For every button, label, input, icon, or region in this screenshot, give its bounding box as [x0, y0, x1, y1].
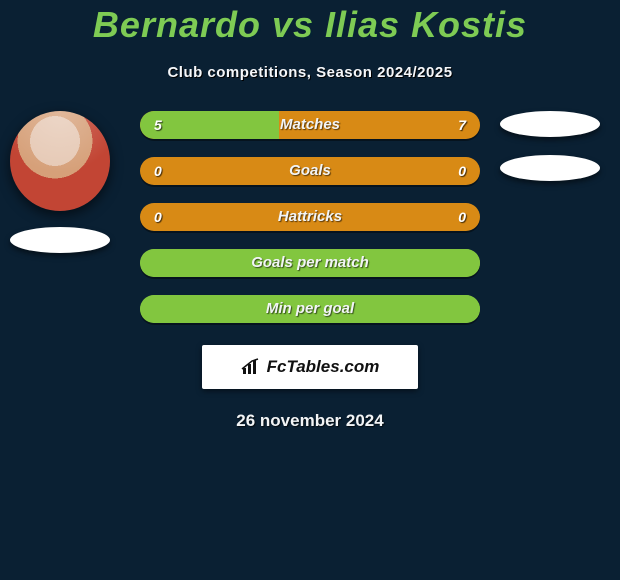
comparison-area: 57Matches 00Goals 00Hattricks Goals per mat… [0, 111, 620, 323]
player-right-badge-2 [500, 155, 600, 181]
bar-chart-icon [241, 358, 263, 376]
stat-bar: 00Goals [140, 157, 480, 185]
player-left-col [10, 111, 120, 253]
snapshot-date: 26 november 2024 [0, 411, 620, 431]
player-left-avatar [10, 111, 110, 211]
stat-label: Goals per match [140, 249, 480, 277]
stat-bars-container: 57Matches 00Goals 00Hattricks Goals per mat… [140, 111, 480, 323]
source-logo: FcTables.com [202, 345, 418, 389]
player-left-badge [10, 227, 110, 253]
stat-label: Goals [140, 157, 480, 185]
stat-bar: Goals per match [140, 249, 480, 277]
stat-bar: 57Matches [140, 111, 480, 139]
stat-bar: 00Hattricks [140, 203, 480, 231]
source-logo-text: FcTables.com [267, 357, 380, 377]
stat-label: Min per goal [140, 295, 480, 323]
player-right-col [500, 111, 610, 181]
stat-bar: Min per goal [140, 295, 480, 323]
stat-label: Matches [140, 111, 480, 139]
player-right-badge-1 [500, 111, 600, 137]
page-title: Bernardo vs Ilias Kostis [0, 0, 620, 46]
stat-label: Hattricks [140, 203, 480, 231]
competition-subtitle: Club competitions, Season 2024/2025 [0, 64, 620, 81]
